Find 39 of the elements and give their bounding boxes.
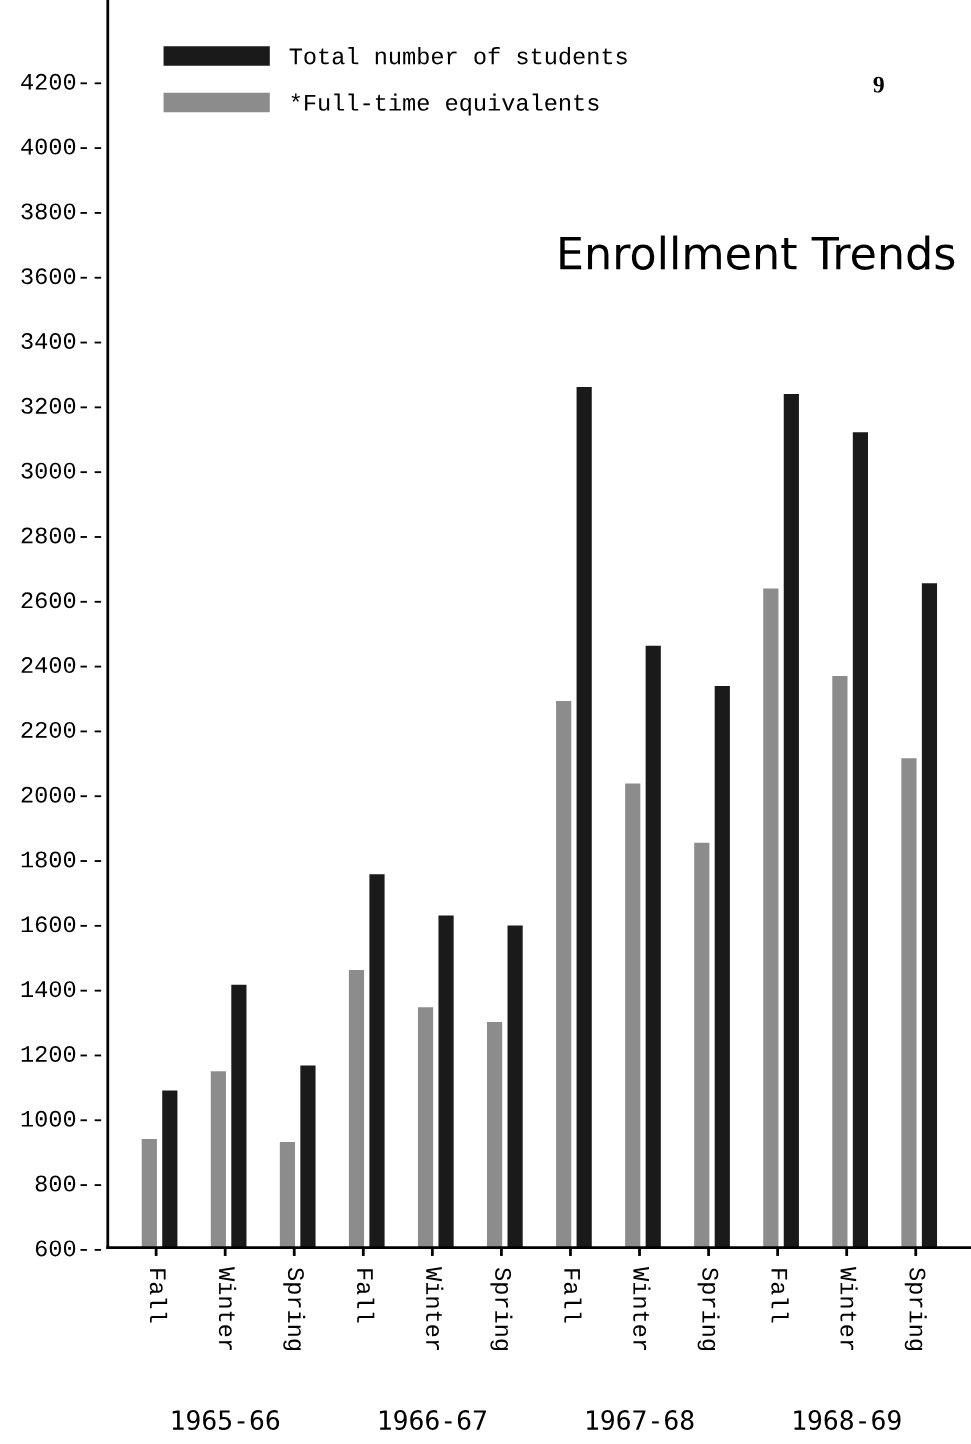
x-tick-label: Winter xyxy=(218,1267,237,1350)
text: 1965-66 xyxy=(172,1410,280,1431)
y-tick-label: 3400-- xyxy=(21,333,102,350)
x-tick-label: Fall xyxy=(564,1269,582,1323)
x-tick-label: Spring xyxy=(283,1267,306,1351)
x-tick-label: Spring xyxy=(904,1267,927,1351)
annotation: 9 xyxy=(873,76,884,93)
y-tick-label: 2200-- xyxy=(21,721,102,738)
text: Enrollment Trends xyxy=(560,235,955,270)
y-tick-label: 4000-- xyxy=(21,138,102,155)
x-tick-label: Spring xyxy=(490,1267,513,1351)
y-tick-label: 1800-- xyxy=(21,851,102,868)
x-tick-label: Winter xyxy=(633,1267,651,1350)
y-tick-label: 600-- xyxy=(35,1240,102,1257)
y-tick-label: 3600-- xyxy=(21,268,102,285)
y-tick-label: 2800-- xyxy=(21,527,102,544)
y-tick-label: 2400-- xyxy=(21,657,102,674)
x-tick-label: Winter xyxy=(426,1267,444,1350)
legend-label: *Full-time equivalents xyxy=(291,93,599,116)
y-tick-label: 4200-- xyxy=(21,73,102,90)
y-tick-label: 3200-- xyxy=(21,397,102,414)
text: 1968-69 xyxy=(794,1410,901,1431)
y-tick-label: 2600-- xyxy=(21,592,102,609)
y-tick-label: 3000-- xyxy=(21,462,102,479)
text: 1967-68 xyxy=(587,1410,694,1431)
y-tick-label: 1600-- xyxy=(21,916,102,933)
x-tick-label: Fall xyxy=(149,1269,168,1323)
y-tick-label: 1000-- xyxy=(21,1110,102,1127)
text: 1966-67 xyxy=(379,1410,486,1431)
x-tick-label: Spring xyxy=(697,1267,720,1351)
x-tick-label: Winter xyxy=(840,1267,858,1350)
x-tick-label: Fall xyxy=(356,1269,375,1323)
y-tick-label: 1400-- xyxy=(21,981,102,998)
y-tick-label: 1200-- xyxy=(21,1045,102,1062)
y-tick-label: 2000-- xyxy=(21,786,102,803)
y-tick-label: 800-- xyxy=(35,1175,102,1192)
y-tick-label: 3800-- xyxy=(21,203,102,220)
legend-label: Total number of students xyxy=(289,47,627,65)
x-tick-label: Fall xyxy=(771,1269,789,1323)
